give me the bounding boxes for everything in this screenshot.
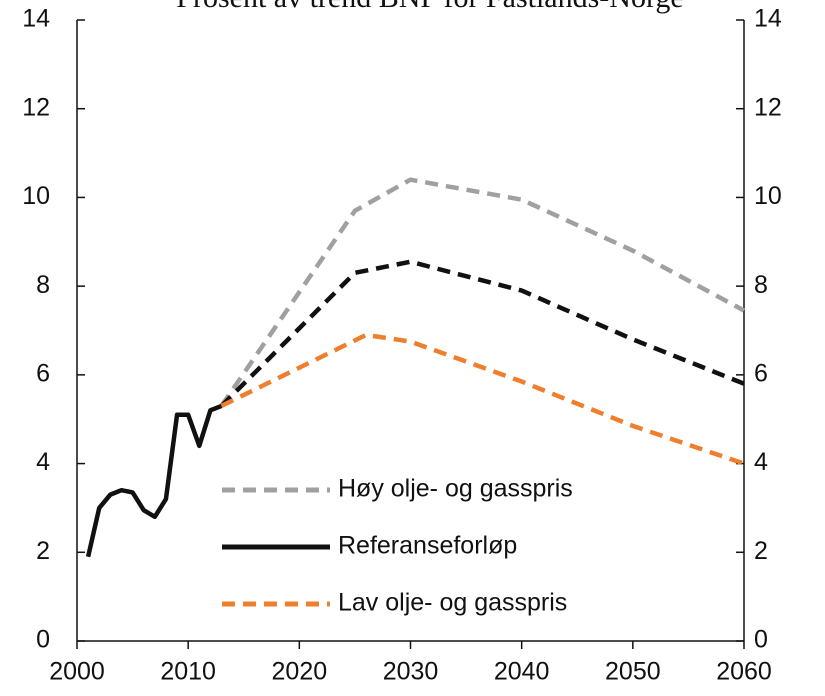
y-tick-label: 8 <box>36 271 50 299</box>
x-tick-label: 2050 <box>605 658 661 686</box>
y2-tick-label: 12 <box>754 93 782 121</box>
y2-tick-label: 6 <box>754 359 768 387</box>
x-tick-label: 2000 <box>49 658 105 686</box>
x-tick-label: 2020 <box>272 658 328 686</box>
y-tick-label: 12 <box>22 93 50 121</box>
y2-tick-label: 2 <box>754 537 768 565</box>
legend-label: Lav olje- og gasspris <box>338 589 567 617</box>
y2-tick-label: 4 <box>754 448 768 476</box>
y2-tick-label: 8 <box>754 271 768 299</box>
y-tick-label: 10 <box>22 182 50 210</box>
legend-label: Høy olje- og gasspris <box>338 475 573 503</box>
x-tick-label: 2060 <box>716 658 772 686</box>
y2-tick-label: 0 <box>754 626 768 654</box>
y2-tick-label: 14 <box>754 5 782 33</box>
y-tick-label: 0 <box>36 626 50 654</box>
line-series <box>85 403 223 558</box>
y-tick-label: 2 <box>36 537 50 565</box>
y-tick-label: 4 <box>36 448 50 476</box>
y-tick-label: 6 <box>36 359 50 387</box>
line-series <box>219 177 746 408</box>
y2-tick-label: 10 <box>754 182 782 210</box>
line-series <box>220 332 745 466</box>
chart-title: Prosent av trend BNP for Fastlands-Norge <box>176 0 683 14</box>
legend-label: Referanseforløp <box>338 532 517 560</box>
line-series <box>219 259 745 408</box>
x-tick-label: 2010 <box>160 658 216 686</box>
y-tick-label: 14 <box>22 5 50 33</box>
x-tick-label: 2040 <box>494 658 550 686</box>
x-tick-label: 2030 <box>383 658 439 686</box>
